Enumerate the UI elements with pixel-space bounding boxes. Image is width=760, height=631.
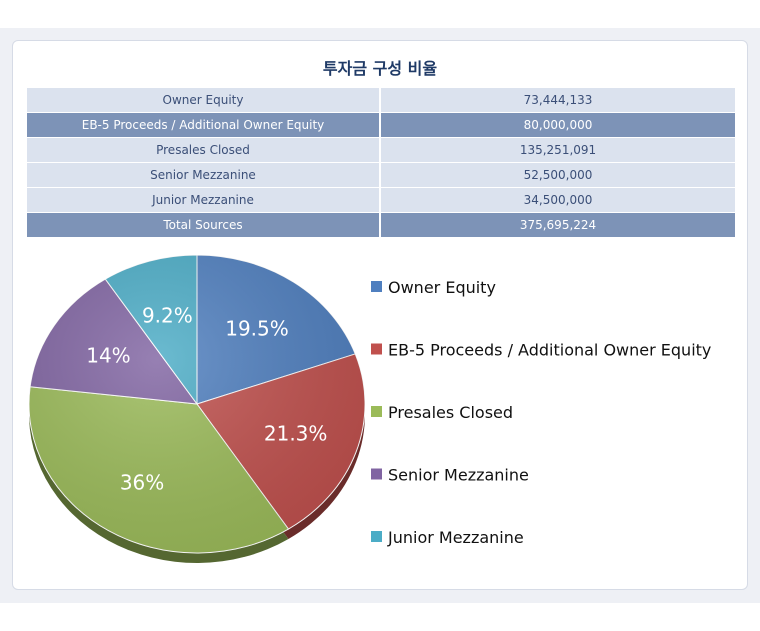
legend-label: EB-5 Proceeds / Additional Owner Equity (388, 341, 711, 360)
report-card: 투자금 구성 비율 Owner Equity 73,444,133 EB-5 P… (12, 40, 748, 590)
legend-label: Owner Equity (388, 278, 496, 297)
row-value: 375,695,224 (380, 212, 735, 238)
slice-label: 9.2% (142, 303, 193, 327)
slice-label: 21.3% (264, 422, 328, 446)
row-value: 52,500,000 (380, 162, 735, 188)
row-label: Total Sources (27, 212, 381, 238)
slice-label: 19.5% (225, 317, 289, 341)
pie-labels: 19.5% 21.3% 36% 14% 9.2% (86, 303, 327, 494)
row-value: 135,251,091 (380, 137, 735, 163)
table-row: Presales Closed 135,251,091 (27, 137, 735, 163)
legend-swatch (371, 281, 382, 292)
chart-legend: Owner Equity EB-5 Proceeds / Additional O… (371, 278, 711, 547)
pie-chart: 19.5% 21.3% 36% 14% 9.2% Owner Equity EB-5 Pr… (28, 254, 711, 563)
table-row-total: Total Sources 375,695,224 (27, 212, 735, 238)
row-value: 80,000,000 (380, 112, 735, 138)
sources-table: Owner Equity 73,444,133 EB-5 Proceeds / … (27, 88, 735, 238)
row-label: Presales Closed (27, 137, 381, 163)
pie-slices (28, 254, 366, 554)
slice-label: 36% (120, 470, 164, 494)
legend-label: Junior Mezzanine (387, 528, 524, 547)
table-row: Owner Equity 73,444,133 (27, 88, 735, 113)
page-background: 투자금 구성 비율 Owner Equity 73,444,133 EB-5 P… (0, 28, 760, 603)
legend-label: Senior Mezzanine (388, 466, 529, 485)
row-label: Junior Mezzanine (27, 187, 381, 213)
table-row: Senior Mezzanine 52,500,000 (27, 162, 735, 188)
legend-swatch (371, 531, 382, 542)
chart-title: 투자금 구성 비율 (322, 59, 438, 78)
row-value: 34,500,000 (380, 187, 735, 213)
row-label: Senior Mezzanine (27, 162, 381, 188)
legend-swatch (371, 343, 382, 355)
table-row: EB-5 Proceeds / Additional Owner Equity … (27, 112, 735, 138)
table-row: Junior Mezzanine 34,500,000 (27, 187, 735, 213)
legend-swatch (371, 406, 382, 417)
legend-label: Presales Closed (388, 403, 513, 422)
slice-label: 14% (86, 343, 130, 367)
row-value: 73,444,133 (380, 88, 735, 113)
legend-swatch (371, 468, 382, 480)
row-label: EB-5 Proceeds / Additional Owner Equity (27, 112, 381, 138)
row-label: Owner Equity (27, 88, 381, 113)
